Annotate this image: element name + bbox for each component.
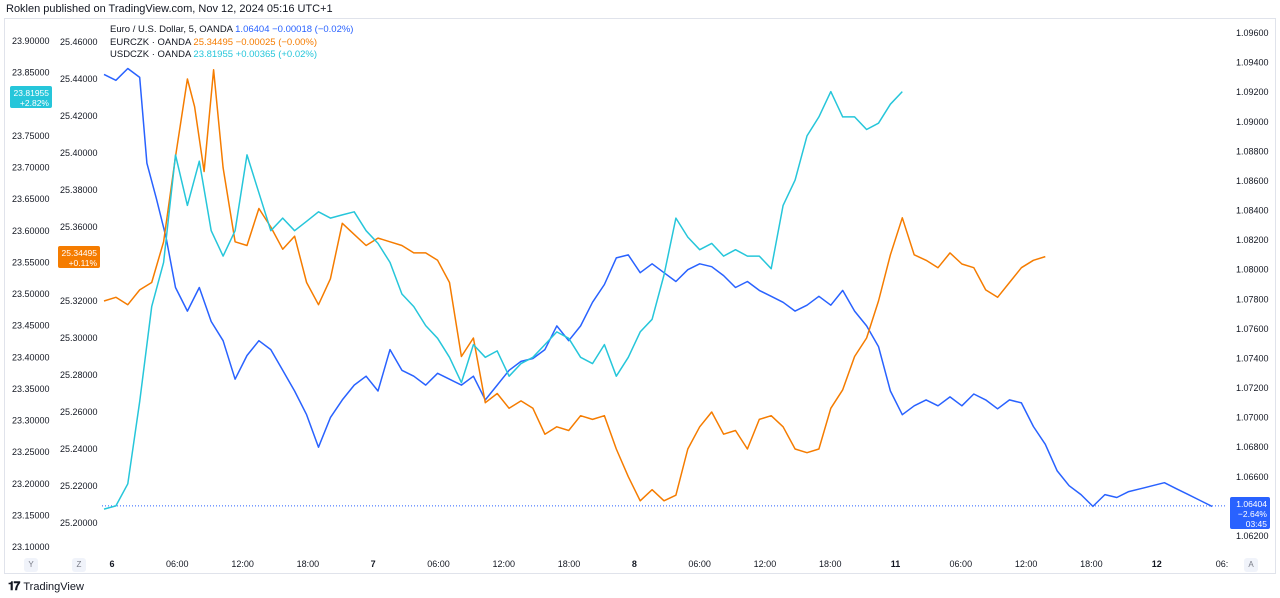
usdczk-axis-tick-label: 23.90000: [12, 36, 50, 46]
x-axis-tick-label: 18:00: [558, 559, 581, 569]
x-axis-tick-label: 06:00: [166, 559, 189, 569]
usdczk-axis-tick-label: 23.35000: [12, 384, 50, 394]
legend-row-eurczk[interactable]: EURCZK · OANDA 25.34495 −0.00025 (−0.00%…: [110, 37, 353, 50]
legend-name: Euro / U.S. Dollar, 5, OANDA: [110, 24, 233, 35]
series-line-eurczk: [103, 69, 1046, 502]
usdczk-axis-tick-label: 23.70000: [12, 163, 50, 173]
usdczk-axis-tick-label: 23.15000: [12, 510, 50, 520]
legend-name: EURCZK · OANDA: [110, 36, 191, 48]
x-axis-tick-label: 7: [371, 559, 376, 569]
eurusd-axis-tick-label: 1.06800: [1236, 442, 1269, 452]
legend-change: −0.00025 (−0.00%): [235, 36, 318, 48]
log-scale-button[interactable]: Y: [24, 558, 38, 572]
legend-last-value: 1.06404: [235, 24, 270, 35]
usdczk-price-label-text: +2.82%: [20, 98, 50, 108]
eurusd-axis-tick-label: 1.06600: [1236, 472, 1269, 482]
x-axis-tick-label: 18:00: [1080, 559, 1103, 569]
eurczk-axis-tick-label: 25.32000: [60, 296, 98, 306]
x-axis-tick-label: 06:: [1216, 559, 1229, 569]
legend-name: USDCZK · OANDA: [110, 49, 191, 60]
auto-scale-button[interactable]: A: [1244, 558, 1258, 572]
usdczk-axis-tick-label: 23.10000: [12, 542, 50, 552]
eurusd-axis-tick-label: 1.09000: [1236, 117, 1269, 127]
eurusd-price-label-text: 1.06404: [1236, 499, 1267, 509]
x-axis-tick-label: 18:00: [297, 559, 320, 569]
legend-last-value: 23.81955: [193, 49, 234, 60]
chart-frame[interactable]: [4, 18, 1276, 574]
eurczk-axis-tick-label: 25.20000: [60, 518, 98, 528]
eurusd-axis-tick-label: 1.07000: [1236, 413, 1269, 423]
eurusd-axis-tick-label: 1.07800: [1236, 294, 1269, 304]
eurczk-axis-tick-label: 25.28000: [60, 370, 98, 380]
legend-row-usdczk[interactable]: USDCZK · OANDA 23.81955 +0.00365 (+0.02%…: [110, 49, 353, 62]
eurczk-price-label-text: 25.34495: [62, 248, 98, 258]
eurczk-axis-tick-label: 25.46000: [60, 37, 98, 47]
eurczk-axis-tick-label: 25.40000: [60, 148, 98, 158]
tradingview-logo-icon: 𝟏𝟕: [8, 579, 20, 593]
x-axis-tick-label: 12:00: [754, 559, 777, 569]
published-caption: Roklen published on TradingView.com, Nov…: [6, 3, 333, 15]
x-axis-tick-label: 06:00: [950, 559, 973, 569]
eurusd-axis-tick-label: 1.09600: [1236, 28, 1269, 38]
usdczk-axis-tick-label: 23.55000: [12, 257, 50, 267]
eurczk-axis-tick-label: 25.22000: [60, 481, 98, 491]
x-axis-tick-label: 06:00: [688, 559, 711, 569]
usdczk-price-label-text: 23.81955: [14, 88, 50, 98]
eurusd-axis-tick-label: 1.07600: [1236, 324, 1269, 334]
eurusd-price-label-text: 03:45: [1246, 519, 1268, 529]
eurusd-axis-tick-label: 1.09400: [1236, 58, 1269, 68]
x-axis-tick-label: 12:00: [231, 559, 254, 569]
x-axis-tick-label: 12: [1152, 559, 1162, 569]
usdczk-axis-tick-label: 23.45000: [12, 321, 50, 331]
eurczk-axis-tick-label: 25.30000: [60, 333, 98, 343]
series-line-eurusd: [103, 67, 1213, 508]
usdczk-axis-tick-label: 23.85000: [12, 68, 50, 78]
eurczk-axis-tick-label: 25.36000: [60, 222, 98, 232]
eurusd-price-label-bg: [1230, 497, 1270, 529]
usdczk-axis-tick-label: 23.50000: [12, 289, 50, 299]
usdczk-price-label-bg: [10, 86, 52, 108]
eurusd-axis-tick-label: 1.07200: [1236, 383, 1269, 393]
eurczk-price-label-bg: [58, 246, 100, 268]
legend-row-eurusd[interactable]: Euro / U.S. Dollar, 5, OANDA 1.06404 −0.…: [110, 24, 353, 37]
usdczk-axis-tick-label: 23.20000: [12, 479, 50, 489]
usdczk-axis-tick-label: 23.30000: [12, 416, 50, 426]
eurusd-axis-tick-label: 1.08400: [1236, 206, 1269, 216]
zoom-button[interactable]: Z: [72, 558, 86, 572]
legend-last-value: 25.34495: [193, 36, 234, 48]
x-axis-tick-label: 12:00: [492, 559, 515, 569]
x-axis-tick-label: 18:00: [819, 559, 842, 569]
usdczk-axis-tick-label: 23.60000: [12, 226, 50, 236]
footer-brand[interactable]: TradingView: [23, 580, 84, 593]
eurczk-axis-tick-label: 25.24000: [60, 444, 98, 454]
eurusd-axis-tick-label: 1.06200: [1236, 531, 1269, 541]
eurusd-axis-tick-label: 1.08200: [1236, 235, 1269, 245]
x-axis-tick-label: 6: [109, 559, 114, 569]
legend-change: +0.00365 (+0.02%): [235, 49, 318, 60]
series-line-usdczk: [103, 90, 903, 510]
eurczk-price-label-text: +0.11%: [69, 258, 98, 268]
eurusd-axis-tick-label: 1.07400: [1236, 353, 1269, 363]
eurusd-axis-tick-label: 1.08000: [1236, 265, 1269, 275]
eurusd-axis-tick-label: 1.08800: [1236, 146, 1269, 156]
x-axis-tick-label: 06:00: [427, 559, 450, 569]
eurczk-axis-tick-label: 25.26000: [60, 407, 98, 417]
eurczk-axis-tick-label: 25.44000: [60, 74, 98, 84]
x-axis-tick-label: 11: [891, 559, 901, 569]
usdczk-axis-tick-label: 23.25000: [12, 447, 50, 457]
footer: 𝟏𝟕 TradingView: [8, 579, 84, 594]
usdczk-axis-tick-label: 23.40000: [12, 352, 50, 362]
legend: Euro / U.S. Dollar, 5, OANDA 1.06404 −0.…: [110, 24, 353, 62]
eurczk-axis-tick-label: 25.42000: [60, 111, 98, 121]
eurusd-price-label-text: −2.64%: [1238, 509, 1268, 519]
x-axis-tick-label: 12:00: [1015, 559, 1038, 569]
eurusd-axis-tick-label: 1.09200: [1236, 87, 1269, 97]
x-axis-tick-label: 8: [632, 559, 637, 569]
eurczk-axis-tick-label: 25.38000: [60, 185, 98, 195]
legend-change: −0.00018 (−0.02%): [272, 24, 354, 35]
eurusd-axis-tick-label: 1.08600: [1236, 176, 1269, 186]
usdczk-axis-tick-label: 23.75000: [12, 131, 50, 141]
usdczk-axis-tick-label: 23.65000: [12, 194, 50, 204]
